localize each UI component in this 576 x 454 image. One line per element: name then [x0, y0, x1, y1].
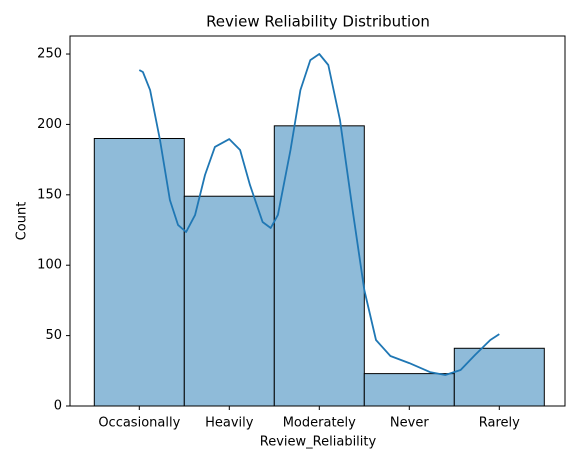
y-axis-label: Count	[15, 202, 30, 241]
bar	[93, 137, 185, 407]
bar	[453, 347, 545, 407]
bar	[273, 125, 365, 407]
y-tick-label: 50	[45, 328, 62, 343]
x-tick-label: Rarely	[479, 416, 520, 431]
y-tick-label: 150	[37, 187, 62, 202]
y-tick-label: 200	[37, 117, 62, 132]
bar	[183, 195, 275, 407]
y-tick-label: 0	[54, 399, 62, 414]
kde-line	[138, 53, 500, 376]
bar	[363, 373, 455, 407]
y-tick-label: 250	[37, 47, 62, 62]
y-tick-label: 100	[37, 258, 62, 273]
x-tick-label: Moderately	[283, 416, 356, 431]
x-tick-label: Heavily	[205, 416, 254, 431]
x-tick-label: Never	[390, 416, 429, 431]
plot-frame	[69, 35, 566, 407]
x-tick-label: Occasionally	[98, 416, 180, 431]
chart-title: Review Reliability Distribution	[206, 13, 430, 31]
x-axis-label: Review_Reliability	[260, 435, 377, 450]
